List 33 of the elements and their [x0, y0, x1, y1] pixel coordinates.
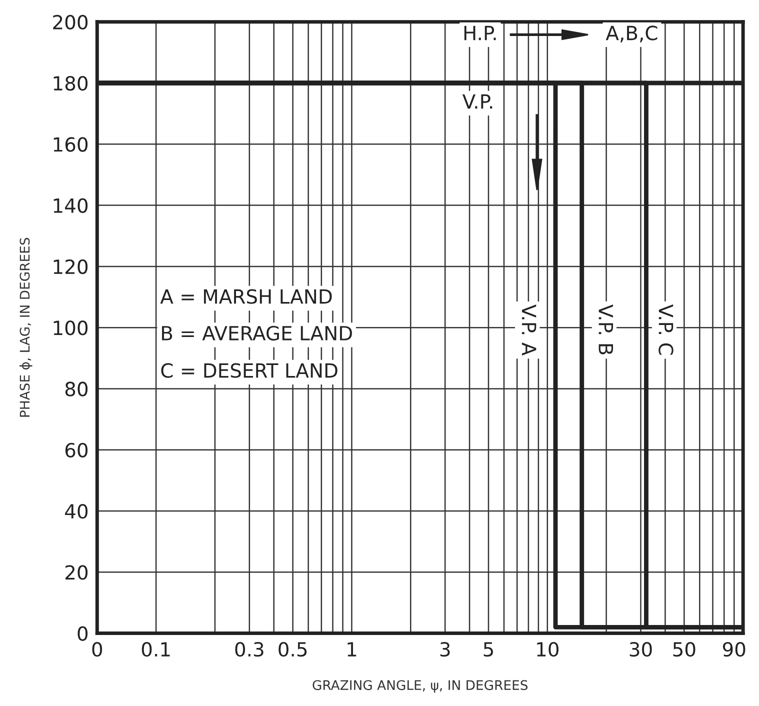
annotation: A = MARSH LAND [160, 289, 332, 304]
x-tick-label: 5 [484, 642, 493, 657]
y-tick-label: 160 [54, 137, 88, 152]
y-tick-label: 180 [54, 76, 88, 91]
x-tick-label: 10 [537, 642, 558, 657]
x-tick-label: 0.5 [278, 642, 307, 657]
annotation: A,B,C [606, 26, 658, 42]
y-tick-label: 20 [66, 565, 88, 580]
x-axis-title: GRAZING ANGLE, ψ, IN DEGREES [312, 680, 528, 693]
x-tick-label: 30 [630, 642, 652, 657]
annotation: C = DESERT LAND [161, 363, 338, 378]
y-tick-label: 40 [65, 504, 88, 519]
y-tick-label: 80 [65, 382, 88, 396]
annotation: V.P. C [658, 304, 674, 355]
annotation: B = AVERAGE LAND [162, 326, 352, 341]
y-tick-label: 100 [54, 320, 88, 336]
annotation: V.P. A [522, 304, 536, 356]
x-tick-label: 0.3 [235, 642, 264, 657]
y-tick-label: 0 [78, 626, 88, 641]
x-tick-label: 50 [673, 642, 696, 657]
y-axis-title: PHASE ϕ, LAG, IN DEGREES [19, 238, 32, 417]
annotation: V.P. [462, 94, 492, 109]
x-tick-label: 3 [440, 642, 450, 657]
x-tick-label: 0 [92, 642, 102, 657]
y-tick-label: 60 [65, 442, 88, 458]
annotation: V.P. B [598, 304, 613, 354]
y-tick-label: 140 [54, 198, 88, 213]
y-tick-label: 200 [53, 14, 88, 30]
y-tick-label: 120 [54, 259, 88, 274]
annotation: H.P. [464, 26, 496, 40]
x-tick-label: 0.1 [142, 642, 170, 657]
x-tick-label: 90 [722, 642, 746, 657]
x-tick-label: 1 [348, 642, 356, 656]
